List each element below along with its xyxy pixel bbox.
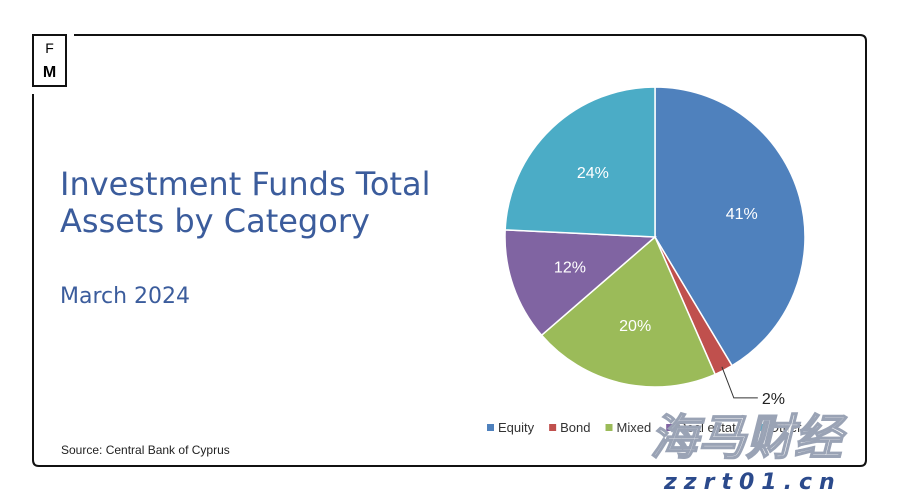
logo-box: [32, 34, 67, 87]
watermark: 海马财经: [649, 409, 843, 467]
legend-label: Real estate: [677, 420, 743, 435]
legend-swatch: [605, 424, 613, 431]
frame: [32, 34, 867, 467]
source-note: Source: Central Bank of Cyprus: [61, 443, 230, 457]
legend-swatch: [666, 424, 674, 431]
logo-top: F: [45, 40, 54, 56]
chart-subtitle: March 2024: [60, 284, 191, 309]
pie-slice: [540, 235, 717, 388]
watermark-site: zzrt01.cn: [664, 470, 842, 495]
pie-slice: [654, 86, 806, 367]
pie-slice: [504, 229, 657, 337]
legend-swatch: [487, 424, 494, 431]
data-label: 2%: [762, 391, 785, 408]
data-label: 12%: [554, 259, 586, 276]
legend-label: Equity: [498, 420, 535, 435]
data-label: 20%: [619, 318, 651, 335]
legend-swatch: [549, 424, 557, 431]
legend-swatch: [757, 424, 765, 431]
chart-title: Investment Funds Total Assets by Categor…: [60, 165, 431, 240]
legend-label: Other: [769, 420, 802, 435]
leader-line: [721, 366, 758, 399]
data-label: 41%: [726, 206, 758, 223]
legend-label: Mixed: [617, 420, 652, 435]
pie-slice: [504, 86, 656, 238]
legend-label: Bond: [560, 420, 590, 435]
logo-bottom: M: [43, 64, 56, 81]
data-label: 24%: [577, 165, 609, 182]
